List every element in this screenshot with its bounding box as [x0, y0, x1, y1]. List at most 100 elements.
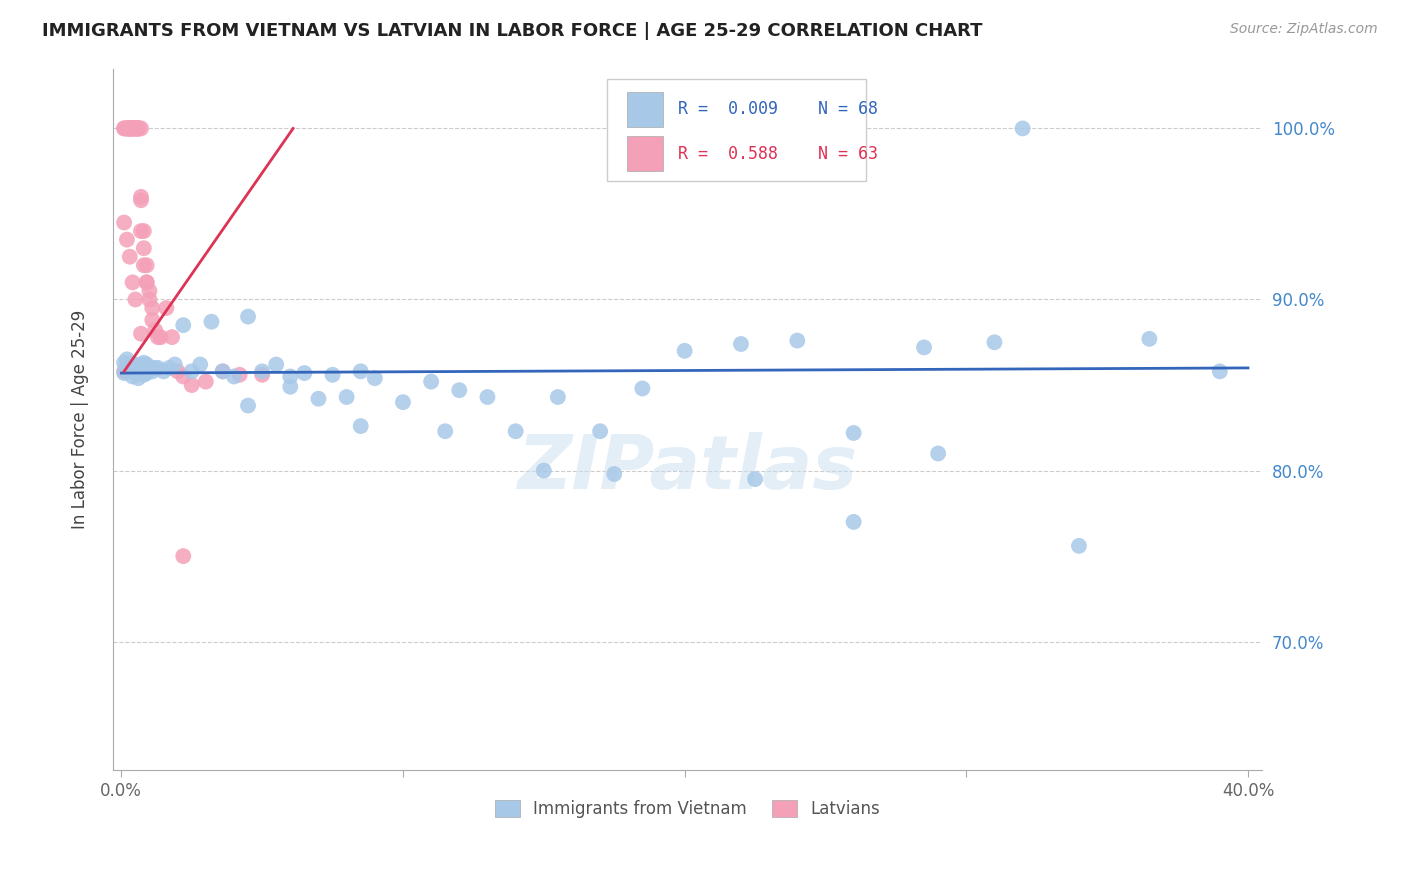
- Point: [121, 369, 143, 384]
- Point: [141, 313, 163, 327]
- Point: [127, 371, 149, 385]
- Point: [927, 446, 949, 460]
- Point: [842, 515, 865, 529]
- Point: [155, 301, 177, 315]
- Point: [912, 340, 935, 354]
- Point: [744, 472, 766, 486]
- Point: [786, 334, 808, 348]
- Text: ZIPatlas: ZIPatlas: [517, 432, 858, 505]
- Point: [121, 121, 143, 136]
- Point: [322, 368, 344, 382]
- Point: [115, 352, 138, 367]
- Point: [308, 392, 330, 406]
- Point: [350, 419, 373, 434]
- Point: [842, 425, 865, 440]
- Point: [236, 310, 259, 324]
- Point: [200, 315, 222, 329]
- Text: IMMIGRANTS FROM VIETNAM VS LATVIAN IN LABOR FORCE | AGE 25-29 CORRELATION CHART: IMMIGRANTS FROM VIETNAM VS LATVIAN IN LA…: [42, 22, 983, 40]
- Point: [124, 358, 146, 372]
- Point: [603, 467, 626, 481]
- Point: [132, 224, 155, 238]
- Point: [188, 358, 211, 372]
- Point: [730, 337, 752, 351]
- Point: [118, 121, 141, 136]
- Point: [477, 390, 499, 404]
- Point: [143, 323, 166, 337]
- Y-axis label: In Labor Force | Age 25-29: In Labor Force | Age 25-29: [72, 310, 89, 529]
- Point: [228, 368, 250, 382]
- Point: [115, 360, 138, 375]
- Point: [118, 121, 141, 136]
- Point: [141, 301, 163, 315]
- Point: [118, 121, 141, 136]
- Point: [127, 121, 149, 136]
- Point: [194, 375, 217, 389]
- Point: [129, 194, 152, 208]
- Point: [115, 233, 138, 247]
- Point: [118, 358, 141, 372]
- Point: [112, 366, 135, 380]
- Point: [127, 121, 149, 136]
- Point: [160, 330, 183, 344]
- Point: [138, 284, 160, 298]
- Text: Source: ZipAtlas.com: Source: ZipAtlas.com: [1230, 22, 1378, 37]
- Point: [121, 276, 143, 290]
- Point: [1067, 539, 1090, 553]
- Point: [118, 121, 141, 136]
- Point: [222, 369, 245, 384]
- Point: [112, 215, 135, 229]
- Point: [129, 121, 152, 136]
- Point: [112, 364, 135, 378]
- Point: [172, 318, 194, 333]
- Point: [129, 358, 152, 372]
- Point: [135, 276, 157, 290]
- Point: [135, 276, 157, 290]
- Point: [129, 366, 152, 380]
- Point: [211, 364, 233, 378]
- Point: [336, 390, 359, 404]
- Point: [1137, 332, 1160, 346]
- Point: [129, 326, 152, 341]
- Point: [673, 343, 696, 358]
- Bar: [627, 136, 664, 171]
- Point: [115, 121, 138, 136]
- Point: [118, 121, 141, 136]
- Point: [278, 369, 301, 384]
- Point: [112, 356, 135, 370]
- Point: [127, 362, 149, 376]
- Point: [132, 368, 155, 382]
- Point: [124, 121, 146, 136]
- Point: [124, 366, 146, 380]
- Point: [118, 121, 141, 136]
- Point: [132, 241, 155, 255]
- Point: [180, 378, 202, 392]
- Point: [127, 121, 149, 136]
- Point: [115, 121, 138, 136]
- Point: [121, 121, 143, 136]
- Point: [124, 121, 146, 136]
- Point: [146, 360, 169, 375]
- Point: [118, 250, 141, 264]
- Point: [172, 549, 194, 563]
- Point: [264, 358, 287, 372]
- Point: [631, 381, 654, 395]
- Point: [392, 395, 415, 409]
- Point: [149, 330, 172, 344]
- Point: [166, 364, 188, 378]
- Point: [163, 358, 186, 372]
- Point: [278, 380, 301, 394]
- Point: [434, 424, 457, 438]
- Point: [118, 364, 141, 378]
- Point: [292, 366, 315, 380]
- Point: [124, 121, 146, 136]
- Point: [121, 121, 143, 136]
- Point: [364, 371, 387, 385]
- Point: [124, 121, 146, 136]
- Point: [121, 121, 143, 136]
- Text: R =  0.588    N = 63: R = 0.588 N = 63: [678, 145, 879, 162]
- Point: [124, 293, 146, 307]
- Point: [449, 383, 471, 397]
- Point: [172, 369, 194, 384]
- Point: [983, 335, 1005, 350]
- Point: [547, 390, 569, 404]
